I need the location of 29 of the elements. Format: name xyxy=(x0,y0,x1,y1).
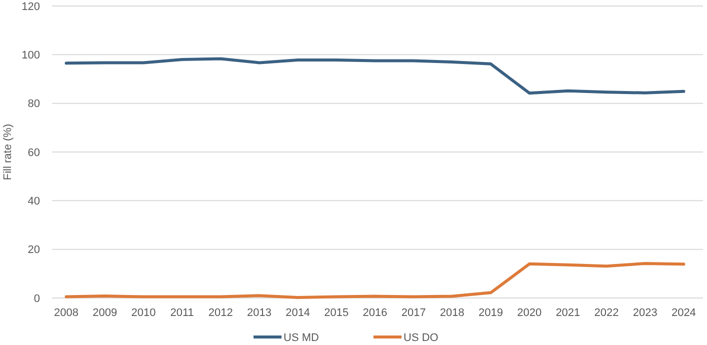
y-tick-label: 80 xyxy=(28,98,40,110)
x-tick-label: 2013 xyxy=(246,307,272,319)
line-series xyxy=(64,262,686,300)
legend-label: US MD xyxy=(284,332,319,344)
y-tick-label: 40 xyxy=(28,196,40,208)
y-axis-title: Fill rate (%) xyxy=(2,124,14,180)
x-tick-label: 2009 xyxy=(92,307,118,319)
legend-label: US DO xyxy=(404,332,439,344)
x-tick-label: 2011 xyxy=(170,307,194,319)
x-tick-label: 2008 xyxy=(54,307,79,319)
x-tick-label: 2017 xyxy=(401,307,426,319)
x-tick-label: 2023 xyxy=(632,307,658,319)
x-tick-label: 2024 xyxy=(671,307,696,319)
x-tick-label: 2010 xyxy=(131,307,156,319)
x-tick-label: 2020 xyxy=(517,307,542,319)
x-tick-label: 2014 xyxy=(286,307,310,319)
x-tick-label: 2012 xyxy=(208,307,233,319)
x-tick-label: 2021 xyxy=(556,307,580,319)
y-tick-label: 20 xyxy=(28,244,40,256)
x-tick-label: 2016 xyxy=(362,307,388,319)
x-tick-label: 2022 xyxy=(594,307,619,319)
x-tick-label: 2015 xyxy=(324,307,349,319)
x-tick-label: 2019 xyxy=(478,307,504,319)
y-tick-label: 60 xyxy=(28,146,40,159)
line-series xyxy=(64,57,686,95)
y-tick-label: 0 xyxy=(34,292,40,305)
y-tick-label: 100 xyxy=(22,50,40,62)
y-tick-label: 120 xyxy=(22,0,40,13)
x-tick-label: 2018 xyxy=(440,307,464,319)
